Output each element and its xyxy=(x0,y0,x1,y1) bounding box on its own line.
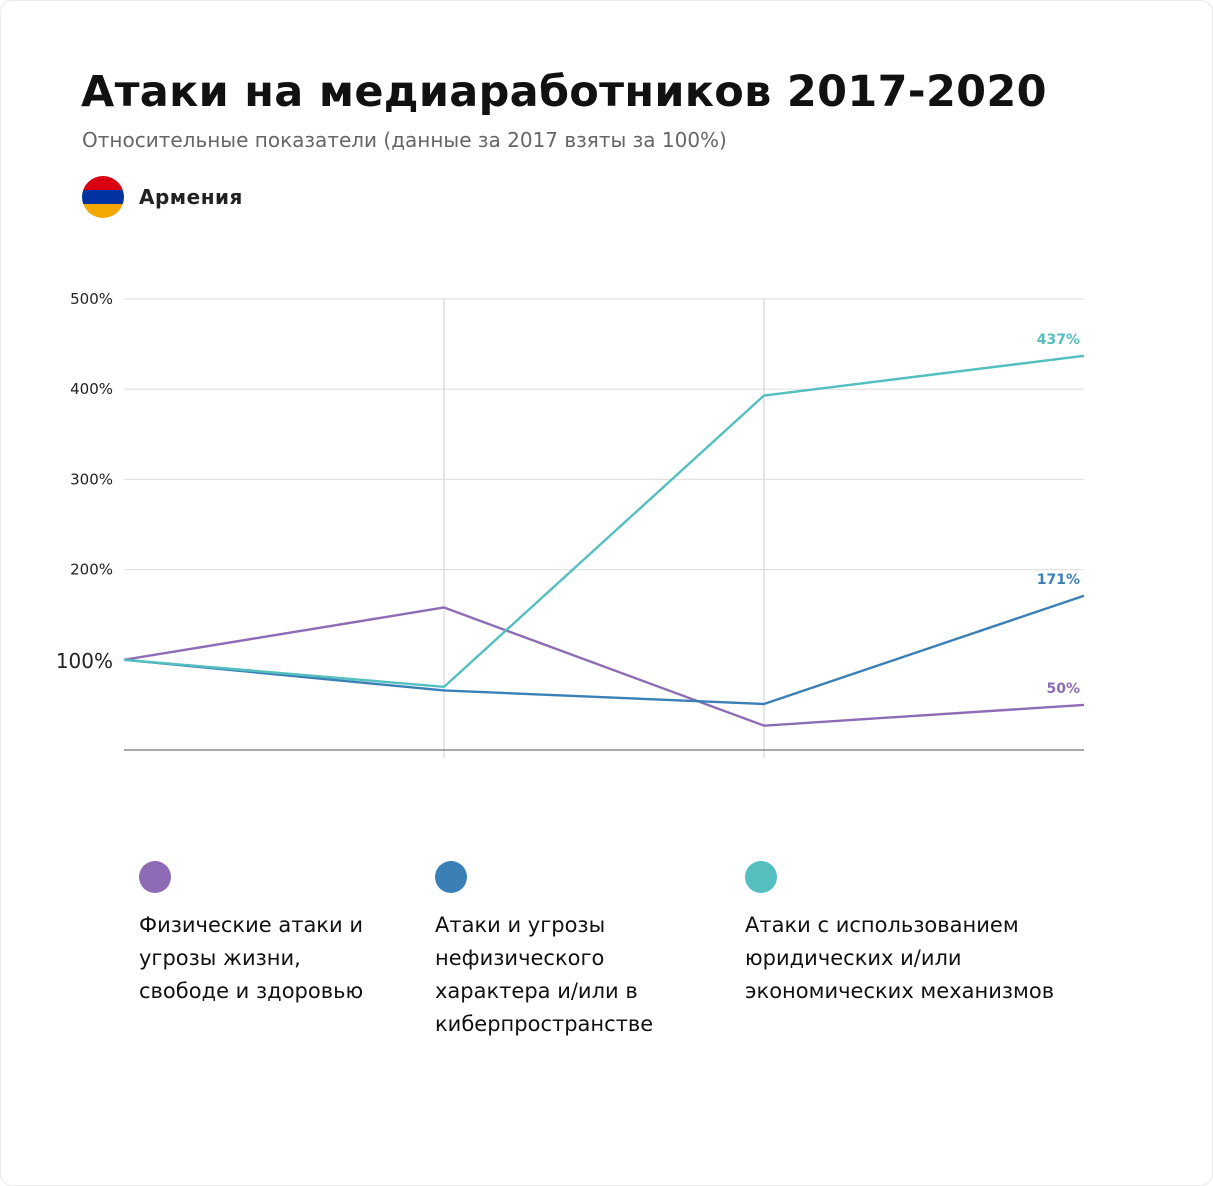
armenia-flag-icon xyxy=(82,176,124,218)
y-tick-label: 100% xyxy=(56,649,113,673)
legend-dot-nonphysical xyxy=(435,861,467,893)
chart-subtitle: Относительные показатели (данные за 2017… xyxy=(82,128,727,152)
series-line-1 xyxy=(123,606,1085,727)
line-chart: 500% 400% 300% 200% 100% 50% 171% 437% xyxy=(56,290,1085,758)
legend-item-legal: Атаки с использованием юридических и/или… xyxy=(745,861,1075,1008)
legend-label-physical: Физические атаки и угрозы жизни, свободе… xyxy=(139,913,364,1003)
series-line-3 xyxy=(123,354,1085,689)
chart-title: Атаки на медиаработников 2017-2020 xyxy=(81,67,1047,117)
y-tick-label: 400% xyxy=(70,380,113,398)
y-tick-label: 300% xyxy=(70,470,113,488)
legend-item-nonphysical: Атаки и угрозы нефизического характера и… xyxy=(435,861,695,1041)
country-header: Армения xyxy=(82,176,243,218)
flag-stripe-blue xyxy=(82,190,124,204)
legend-item-physical: Физические атаки и угрозы жизни, свободе… xyxy=(139,861,379,1008)
flag-stripe-orange xyxy=(82,204,124,218)
y-tick-label: 500% xyxy=(70,290,113,308)
country-name: Армения xyxy=(139,185,243,209)
flag-stripe-red xyxy=(82,176,124,190)
y-tick-label: 200% xyxy=(70,561,113,579)
legend-label-legal: Атаки с использованием юридических и/или… xyxy=(745,913,1055,1003)
legend-dot-physical xyxy=(139,861,171,893)
data-label: 50% xyxy=(1046,681,1080,697)
legend-label-nonphysical: Атаки и угрозы нефизического характера и… xyxy=(435,913,654,1036)
data-label: 437% xyxy=(1037,332,1080,348)
data-label: 171% xyxy=(1037,572,1080,588)
legend-dot-legal xyxy=(745,861,777,893)
series-line-2 xyxy=(123,594,1085,706)
